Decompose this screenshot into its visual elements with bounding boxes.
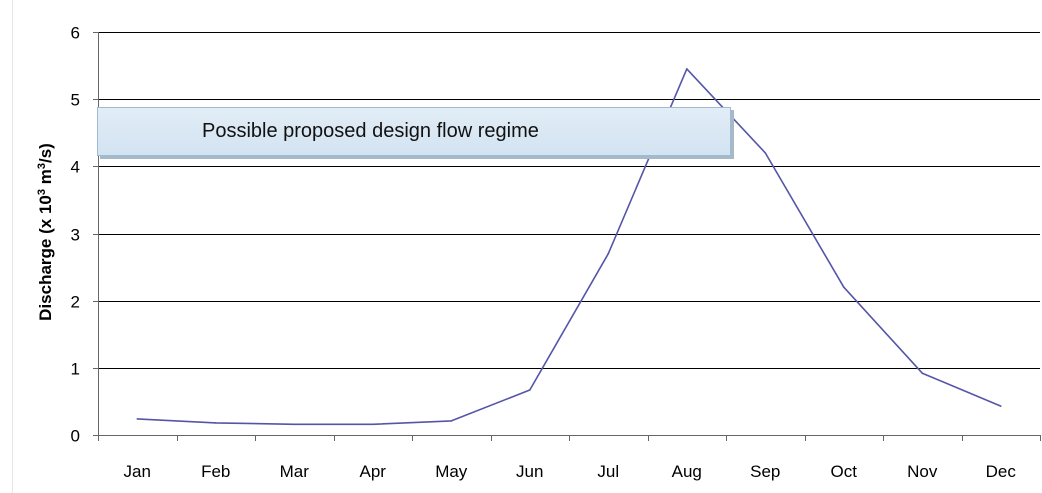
x-tick-label-nov: Nov <box>907 462 938 481</box>
data-point-oct <box>842 286 845 289</box>
data-point-nov <box>921 372 924 375</box>
data-point-dec <box>999 405 1002 407</box>
y-tick-label-4: 4 <box>71 158 80 177</box>
x-tick-label-sep: Sep <box>750 462 780 481</box>
y-tick-label-5: 5 <box>71 91 80 110</box>
x-tick-label-aug: Aug <box>672 462 702 481</box>
data-point-feb <box>214 422 217 424</box>
tick-labels: 0 1 2 3 4 5 6 Jan Feb Mar Apr May Jun Jul Aug Sep Oct Nov… <box>71 24 1017 482</box>
data-point-jan <box>136 418 139 420</box>
x-tick-label-mar: Mar <box>280 462 310 481</box>
x-tick-label-jan: Jan <box>124 462 151 481</box>
y-tick-label-6: 6 <box>71 24 80 43</box>
x-tick-label-apr: Apr <box>360 462 387 481</box>
data-point-jun <box>528 389 531 391</box>
data-point-sep <box>764 152 767 154</box>
ylabel-text: Discharge (x 10 <box>36 195 55 321</box>
frame-edge <box>12 0 13 493</box>
series-line-discharge <box>137 68 1002 426</box>
data-point-apr <box>371 423 374 426</box>
x-tick-label-oct: Oct <box>831 462 858 481</box>
ylabel-text: m <box>36 169 55 189</box>
y-tick-label-3: 3 <box>71 226 80 245</box>
y-tick-label-0: 0 <box>71 427 80 446</box>
y-axis-label: Discharge (x 103 m3/s) <box>36 143 55 321</box>
axes <box>93 32 1041 441</box>
x-tick-label-may: May <box>435 462 468 481</box>
callout-text: Possible proposed design flow regime <box>202 120 539 142</box>
y-tick-label-2: 2 <box>71 293 80 312</box>
data-point-jul <box>607 252 610 255</box>
x-tick-label-dec: Dec <box>986 462 1017 481</box>
data-point-mar <box>293 423 296 426</box>
design-flow-callout: Possible proposed design flow regime <box>97 107 731 156</box>
ylabel-superscript: 3 <box>36 189 48 195</box>
x-tick-label-jul: Jul <box>597 462 619 481</box>
ylabel-superscript: 3 <box>36 163 48 169</box>
ylabel-text: /s) <box>36 143 55 163</box>
gridlines <box>98 32 1040 369</box>
x-tick-label-feb: Feb <box>201 462 230 481</box>
data-point-aug <box>685 68 688 70</box>
x-tick-label-jun: Jun <box>516 462 543 481</box>
y-tick-label-1: 1 <box>71 360 80 379</box>
data-point-may <box>450 420 453 422</box>
series <box>136 68 1002 426</box>
